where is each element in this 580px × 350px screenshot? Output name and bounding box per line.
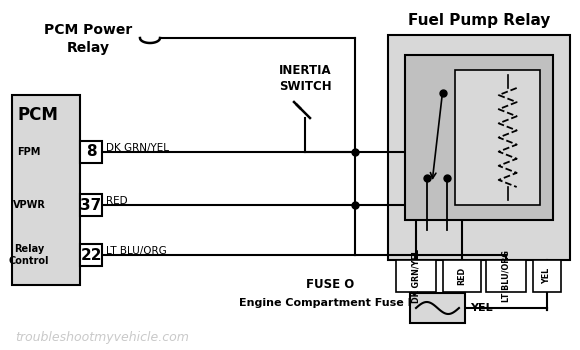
Bar	[486, 260, 526, 292]
Text: LT BLU/ORG: LT BLU/ORG	[502, 250, 510, 302]
Text: FPM: FPM	[17, 147, 41, 157]
Text: YEL: YEL	[470, 303, 492, 313]
Bar	[443, 260, 481, 292]
Bar	[410, 293, 465, 323]
Bar	[455, 70, 540, 205]
Text: Engine Compartment Fuse Box: Engine Compartment Fuse Box	[239, 298, 431, 308]
Text: Relay
Control: Relay Control	[9, 244, 49, 266]
Text: Fuel Pump Relay: Fuel Pump Relay	[408, 13, 550, 28]
Bar	[80, 141, 102, 163]
Text: 37: 37	[81, 197, 101, 212]
Bar	[533, 260, 561, 292]
Bar	[80, 244, 102, 266]
Bar	[12, 95, 80, 285]
Text: FUSE O: FUSE O	[306, 279, 354, 292]
Text: DK GRN/YEL: DK GRN/YEL	[106, 143, 169, 153]
Text: PCM Power: PCM Power	[44, 23, 132, 37]
Text: DK GRN/YEL: DK GRN/YEL	[411, 249, 420, 303]
Text: RED: RED	[106, 196, 128, 206]
Text: 8: 8	[86, 145, 96, 160]
Text: INERTIA
SWITCH: INERTIA SWITCH	[278, 63, 331, 92]
Bar	[396, 260, 436, 292]
Text: Relay: Relay	[67, 41, 110, 55]
Text: LT BLU/ORG: LT BLU/ORG	[106, 246, 167, 256]
Text: troubleshootmyvehicle.com: troubleshootmyvehicle.com	[15, 331, 189, 344]
Text: YEL: YEL	[542, 268, 552, 284]
Text: 22: 22	[80, 247, 102, 262]
Text: VPWR: VPWR	[13, 200, 45, 210]
Text: RED: RED	[458, 267, 466, 285]
Bar	[405, 55, 553, 220]
Bar	[388, 35, 570, 260]
Text: PCM: PCM	[17, 106, 58, 124]
Bar	[80, 194, 102, 216]
